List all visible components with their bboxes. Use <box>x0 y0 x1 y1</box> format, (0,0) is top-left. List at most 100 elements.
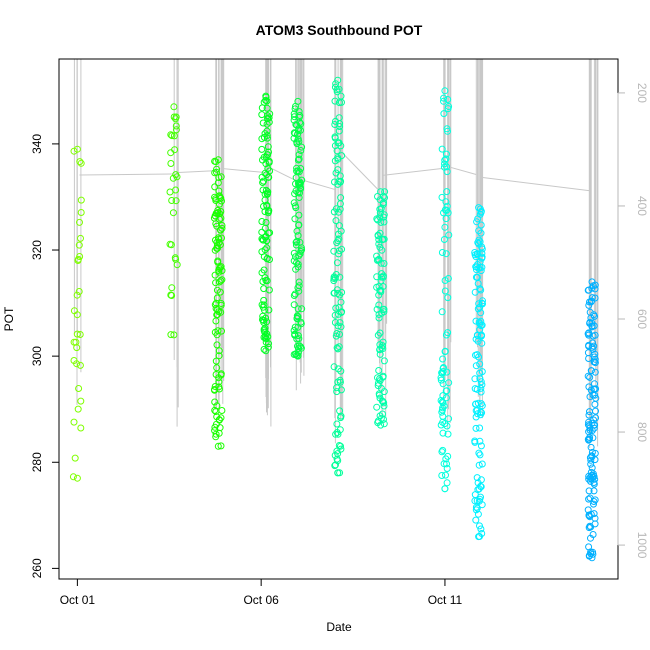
data-point <box>591 380 598 388</box>
data-point <box>211 406 219 414</box>
data-point <box>441 87 449 95</box>
data-point <box>260 177 267 185</box>
data-point <box>260 327 268 335</box>
data-point <box>477 221 485 229</box>
data-point <box>591 391 599 399</box>
data-point <box>591 456 599 464</box>
data-point <box>265 207 273 215</box>
data-point <box>445 231 453 239</box>
data-point <box>215 235 223 243</box>
data-point <box>263 104 271 112</box>
data-point <box>374 331 382 339</box>
data-point <box>258 228 266 236</box>
data-point <box>374 374 381 382</box>
data-point <box>591 368 599 376</box>
data-point <box>292 187 300 195</box>
data-point <box>472 273 480 281</box>
data-point <box>332 217 340 225</box>
data-point <box>439 355 447 363</box>
data-point <box>475 533 483 541</box>
right-tick-label: 600 <box>635 309 649 329</box>
data-point <box>438 408 446 416</box>
data-point <box>337 386 345 394</box>
data-point <box>591 359 599 367</box>
data-point <box>378 344 386 352</box>
data-point <box>476 451 484 459</box>
pressure-profile <box>588 59 599 448</box>
data-point <box>442 394 450 402</box>
data-point <box>589 345 597 353</box>
data-point <box>213 413 221 421</box>
data-point <box>168 197 176 204</box>
pressure-profile <box>173 59 179 427</box>
data-point <box>380 218 388 226</box>
data-point <box>215 174 223 181</box>
data-point <box>77 424 85 432</box>
data-point <box>215 374 223 382</box>
data-point <box>587 523 595 531</box>
data-point <box>443 422 451 430</box>
data-point <box>333 259 341 267</box>
data-point <box>260 296 268 304</box>
data-point <box>295 252 303 260</box>
data-point <box>77 234 84 242</box>
data-point <box>295 221 303 229</box>
data-point <box>440 236 448 243</box>
data-point <box>477 411 484 419</box>
data-point <box>263 237 271 245</box>
data-point <box>476 285 484 293</box>
data-point <box>213 311 221 319</box>
data-point <box>439 399 447 407</box>
data-point <box>291 215 299 223</box>
data-point <box>337 323 345 331</box>
data-point <box>214 442 222 450</box>
data-point <box>293 238 301 245</box>
data-point <box>441 156 449 164</box>
data-point <box>443 125 451 133</box>
data-point <box>291 323 299 331</box>
data-point <box>337 442 344 450</box>
data-point <box>295 335 303 343</box>
data-point <box>443 188 451 196</box>
data-point <box>333 88 341 96</box>
pressure-transit <box>299 178 336 191</box>
chart-title: ATOM3 Southbound POT <box>256 22 423 38</box>
data-point <box>444 127 451 135</box>
data-point <box>217 301 225 309</box>
data-point <box>73 291 81 299</box>
data-point <box>374 216 382 224</box>
data-point <box>212 220 220 228</box>
data-point <box>337 445 345 453</box>
data-point <box>471 288 479 296</box>
data-point <box>335 139 343 147</box>
data-point <box>338 98 345 106</box>
right-tick-label: 1000 <box>635 532 649 559</box>
data-point <box>376 350 384 358</box>
data-point <box>479 297 486 305</box>
data-point <box>472 503 480 511</box>
data-point <box>476 360 484 368</box>
data-point <box>293 312 301 320</box>
data-point <box>443 460 450 468</box>
data-point <box>259 316 266 324</box>
data-point <box>471 251 479 259</box>
y-tick-label: 320 <box>30 240 44 260</box>
data-point <box>473 332 481 339</box>
data-point <box>444 105 452 113</box>
profile-points <box>166 103 181 339</box>
data-point <box>260 301 268 309</box>
data-point <box>439 429 447 437</box>
data-point <box>213 209 221 217</box>
data-point <box>588 278 596 286</box>
data-point <box>297 244 305 252</box>
data-point <box>443 479 451 487</box>
data-point <box>373 273 381 281</box>
data-point <box>74 405 82 413</box>
data-point <box>440 97 447 105</box>
data-point <box>585 512 593 520</box>
data-point <box>586 522 594 530</box>
data-point <box>471 437 479 445</box>
data-point <box>475 227 483 235</box>
data-point <box>374 232 382 240</box>
data-point <box>441 347 449 355</box>
